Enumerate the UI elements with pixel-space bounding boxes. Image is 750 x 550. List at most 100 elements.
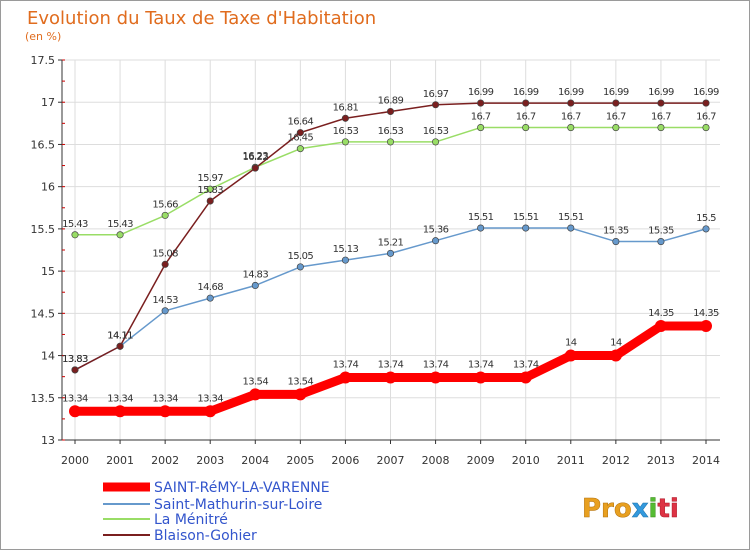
- y-tick-label: 15: [41, 265, 55, 278]
- data-point: [386, 107, 395, 116]
- data-label: 15.97: [197, 173, 223, 184]
- y-tick-label: 13.5: [31, 392, 56, 405]
- data-label: 13.34: [152, 393, 178, 404]
- data-label: 13.74: [333, 360, 359, 371]
- data-point: [384, 371, 397, 384]
- y-tick-label: 14.5: [31, 307, 56, 320]
- x-tick-label: 2008: [422, 454, 450, 467]
- data-point: [204, 405, 217, 418]
- legend-label-3: Blaison-Gohier: [154, 528, 257, 544]
- data-point: [477, 224, 485, 232]
- data-point: [429, 371, 442, 384]
- data-label: 13.74: [378, 360, 404, 371]
- data-point: [341, 138, 349, 146]
- x-tick-label: 2009: [467, 454, 495, 467]
- y-tick-label: 16: [41, 181, 55, 194]
- data-point: [386, 249, 395, 257]
- data-point: [161, 260, 169, 268]
- data-point: [432, 237, 440, 245]
- y-tick-label: 17: [41, 96, 55, 109]
- data-point: [474, 371, 487, 384]
- chart-title: Evolution du Taux de Taxe d'Habitation: [27, 8, 376, 29]
- x-tick-label: 2005: [286, 454, 314, 467]
- data-point: [206, 294, 214, 302]
- y-tick-label: 17.5: [31, 54, 56, 67]
- data-point: [116, 342, 124, 350]
- y-tick-label: 14: [41, 350, 55, 363]
- data-point: [432, 138, 440, 146]
- data-label: 16.99: [648, 87, 674, 98]
- data-point: [612, 99, 620, 107]
- data-label: 13.34: [62, 393, 88, 404]
- data-point: [206, 185, 214, 193]
- data-point: [161, 307, 169, 315]
- data-point: [702, 124, 710, 132]
- legend-label-2: La Ménitré: [154, 512, 228, 528]
- data-point: [567, 224, 575, 232]
- data-label: 13.74: [513, 360, 539, 371]
- legend-label-0: SAINT-RéMY-LA-VARENNE: [154, 480, 330, 496]
- data-label: 16.97: [423, 89, 449, 100]
- data-label: 15.13: [333, 244, 359, 255]
- data-point: [339, 371, 352, 384]
- data-label: 16.53: [333, 126, 359, 137]
- legend: SAINT-RéMY-LA-VARENNESaint-Mathurin-sur-…: [103, 480, 330, 544]
- data-point: [657, 99, 665, 107]
- data-label: 14.35: [693, 308, 719, 319]
- data-label: 16.99: [603, 87, 629, 98]
- data-label: 14.83: [242, 269, 268, 280]
- data-label: 13.83: [62, 354, 88, 365]
- data-label: 16.7: [696, 112, 716, 123]
- data-point: [567, 124, 575, 132]
- data-label: 15.51: [468, 212, 494, 223]
- data-point: [249, 388, 262, 401]
- data-label: 16.99: [558, 87, 584, 98]
- x-tick-label: 2014: [692, 454, 720, 467]
- data-label: 16.7: [516, 112, 536, 123]
- data-label: 14: [610, 338, 622, 349]
- y-tick-label: 13: [41, 434, 55, 447]
- legend-label-1: Saint-Mathurin-sur-Loire: [154, 497, 322, 513]
- data-point: [564, 349, 577, 362]
- data-label: 16.7: [606, 112, 626, 123]
- data-point: [657, 124, 665, 132]
- x-tick-label: 2002: [151, 454, 179, 467]
- data-label: 15.66: [152, 199, 178, 210]
- x-tick-label: 2001: [106, 454, 134, 467]
- data-label: 16.7: [651, 112, 671, 123]
- data-label: 14.35: [648, 308, 674, 319]
- data-label: 16.7: [471, 112, 491, 123]
- data-label: 16.45: [288, 133, 314, 144]
- data-label: 15.35: [603, 226, 629, 237]
- data-label: 15.5: [696, 213, 716, 224]
- data-point: [612, 238, 620, 246]
- data-label: 15.05: [288, 251, 314, 262]
- data-point: [519, 371, 532, 384]
- y-tick-label: 15.5: [31, 223, 56, 236]
- data-label: 13.83: [62, 354, 88, 365]
- data-point: [206, 197, 214, 205]
- data-label: 16.53: [378, 126, 404, 137]
- x-tick-label: 2011: [557, 454, 585, 467]
- proxiti-logo: Proxiti: [582, 494, 679, 525]
- data-label: 16.99: [513, 87, 539, 98]
- data-label: 15.36: [423, 225, 449, 236]
- data-label: 16.89: [378, 96, 404, 107]
- data-point: [522, 124, 530, 132]
- data-point: [702, 99, 710, 107]
- data-label: 13.74: [468, 360, 494, 371]
- data-point: [296, 145, 304, 153]
- data-label: 15.83: [197, 185, 223, 196]
- data-point: [71, 231, 79, 239]
- data-point: [477, 99, 485, 107]
- data-label: 16.81: [333, 102, 359, 113]
- data-label: 16.64: [288, 117, 314, 128]
- data-label: 13.54: [242, 376, 268, 387]
- data-point: [251, 164, 259, 172]
- data-label: 15.43: [62, 219, 88, 230]
- data-label: 15.51: [513, 212, 539, 223]
- x-tick-label: 2004: [241, 454, 269, 467]
- series-lines: [69, 99, 712, 418]
- x-tick-label: 2003: [196, 454, 224, 467]
